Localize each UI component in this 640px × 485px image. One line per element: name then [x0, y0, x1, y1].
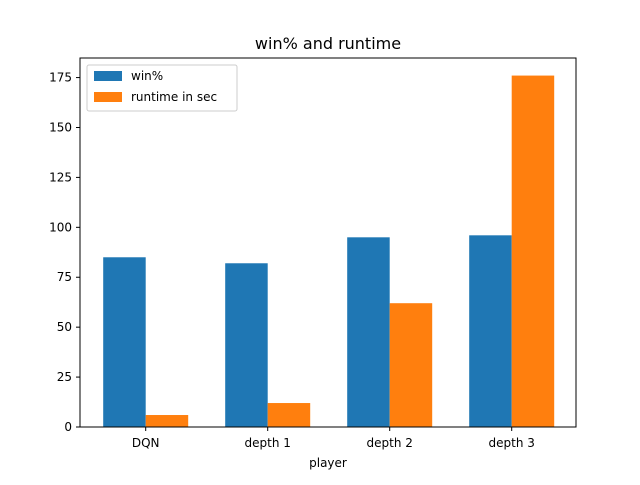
y-tick-label-5: 125 — [49, 170, 72, 184]
legend-swatch-1 — [94, 92, 122, 102]
bar-runtime-0 — [145, 415, 189, 427]
bar-runtime-1 — [267, 403, 311, 427]
y-tick-label-6: 150 — [49, 120, 72, 134]
y-tick-label-4: 100 — [49, 220, 72, 234]
x-tick-label-1: depth 1 — [245, 436, 291, 450]
bar-runtime-2 — [389, 303, 433, 427]
x-axis-label: player — [309, 456, 347, 470]
bar-win-3 — [469, 235, 512, 427]
y-tick-label-3: 75 — [57, 270, 72, 284]
y-tick-label-0: 0 — [64, 420, 72, 434]
bar-win-2 — [347, 237, 390, 427]
bar-win-0 — [103, 257, 146, 427]
legend-swatch-0 — [94, 71, 122, 81]
legend-box — [86, 64, 238, 112]
y-tick-label-1: 25 — [57, 370, 72, 384]
bars-group — [103, 75, 555, 428]
y-tick-label-2: 50 — [57, 320, 72, 334]
legend-label-0: win% — [131, 69, 163, 83]
bar-runtime-3 — [511, 75, 555, 428]
plot-frame — [79, 57, 577, 428]
y-tick-label-7: 175 — [49, 71, 72, 85]
x-axis: DQN depth 1 depth 2 depth 3 — [132, 427, 535, 450]
legend: win% runtime in sec — [86, 64, 238, 112]
x-tick-label-0: DQN — [132, 436, 160, 450]
x-tick-label-2: depth 2 — [367, 436, 413, 450]
chart-title: win% and runtime — [255, 34, 401, 53]
bar-win-1 — [225, 263, 268, 427]
y-axis: 0 25 50 75 100 125 150 175 — [49, 71, 80, 434]
legend-label-1: runtime in sec — [131, 90, 217, 104]
x-tick-label-3: depth 3 — [489, 436, 535, 450]
